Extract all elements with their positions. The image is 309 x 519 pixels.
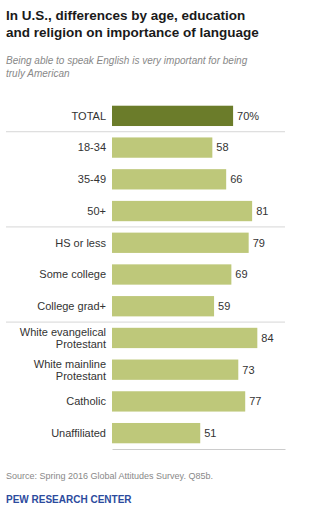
data-label: 73 xyxy=(242,364,254,376)
text-line: College grad+ xyxy=(37,300,106,312)
text-line: HS or less xyxy=(55,237,106,249)
bar xyxy=(112,296,214,316)
bar xyxy=(112,233,249,253)
bar xyxy=(112,169,226,189)
bar xyxy=(112,391,245,411)
bar xyxy=(112,201,252,221)
text-line: and religion on importance of language xyxy=(6,25,259,40)
data-label: 51 xyxy=(204,427,216,439)
text-line: Catholic xyxy=(66,395,106,407)
text-line: White evangelical xyxy=(20,326,106,338)
subtitle: Being able to speak English is very impo… xyxy=(6,55,248,79)
tick: TOTAL xyxy=(72,110,112,122)
separators xyxy=(6,132,285,322)
data-label: 79 xyxy=(253,237,265,249)
text-line: In U.S., differences by age, education xyxy=(6,8,245,23)
data-label: 69 xyxy=(235,268,247,280)
tick: 35-49 xyxy=(78,173,112,185)
bar xyxy=(112,106,233,126)
tick: Catholic xyxy=(66,395,112,407)
text-line: Some college xyxy=(39,268,106,280)
text-line: Being able to speak English is very impo… xyxy=(6,55,248,66)
text-line: White mainline xyxy=(34,358,106,370)
title: In U.S., differences by age, education an… xyxy=(6,8,259,40)
data-label: 66 xyxy=(230,173,242,185)
x-axis-line xyxy=(113,449,286,450)
category-label: White evangelicalProtestant xyxy=(20,326,106,350)
category-label: TOTAL xyxy=(72,110,106,122)
text-line: 35-49 xyxy=(78,173,106,185)
separator xyxy=(6,131,285,132)
data-labels: 70% 58 66 81 79 69 59 84 73 77 51 xyxy=(204,110,273,439)
category-label: Some college xyxy=(39,268,106,280)
tick: HS or less xyxy=(55,237,112,249)
separator xyxy=(6,226,285,227)
category-label: White mainlineProtestant xyxy=(34,358,106,382)
source: Source: Spring 2016 Global Attitudes Sur… xyxy=(6,471,213,481)
data-label: 84 xyxy=(261,332,273,344)
text-line: TOTAL xyxy=(72,110,106,122)
bar xyxy=(112,360,238,380)
data-label: 77 xyxy=(249,395,261,407)
separator xyxy=(6,322,285,323)
footer: PEW RESEARCH CENTER xyxy=(6,494,132,505)
data-label: 58 xyxy=(216,141,228,153)
category-label: HS or less xyxy=(55,237,106,249)
bar xyxy=(112,423,200,443)
bar xyxy=(112,137,212,157)
data-label: 59 xyxy=(218,300,230,312)
tick: College grad+ xyxy=(37,300,112,312)
text-line: truly American xyxy=(6,68,70,79)
tick: 50+ xyxy=(87,205,112,217)
category-label: Catholic xyxy=(66,395,106,407)
bar xyxy=(112,328,257,348)
text-line: 18-34 xyxy=(78,141,106,153)
text-line: Protestant xyxy=(56,370,106,382)
text-line: Unaffiliated xyxy=(51,427,106,439)
category-label: 18-34 xyxy=(78,141,106,153)
chart-svg: In U.S., differences by age, education an… xyxy=(0,0,309,519)
text-line: 50+ xyxy=(87,205,106,217)
y-axis: TOTAL 18-34 35-49 50+ HS or less Some college… xyxy=(20,110,112,439)
category-label: College grad+ xyxy=(37,300,106,312)
tick: White evangelicalProtestant xyxy=(20,326,112,350)
category-label: 35-49 xyxy=(78,173,106,185)
tick: 18-34 xyxy=(78,141,112,153)
data-label: 81 xyxy=(256,205,268,217)
bars xyxy=(112,106,257,444)
tick: Some college xyxy=(39,268,112,280)
chart-container: In U.S., differences by age, education an… xyxy=(0,0,309,519)
tick: White mainlineProtestant xyxy=(34,358,112,382)
category-label: Unaffiliated xyxy=(51,427,106,439)
x-axis xyxy=(113,449,286,450)
category-label: 50+ xyxy=(87,205,106,217)
bar xyxy=(112,264,231,284)
tick: Unaffiliated xyxy=(51,427,112,439)
text-line: Protestant xyxy=(56,338,106,350)
data-label: 70% xyxy=(237,110,259,122)
